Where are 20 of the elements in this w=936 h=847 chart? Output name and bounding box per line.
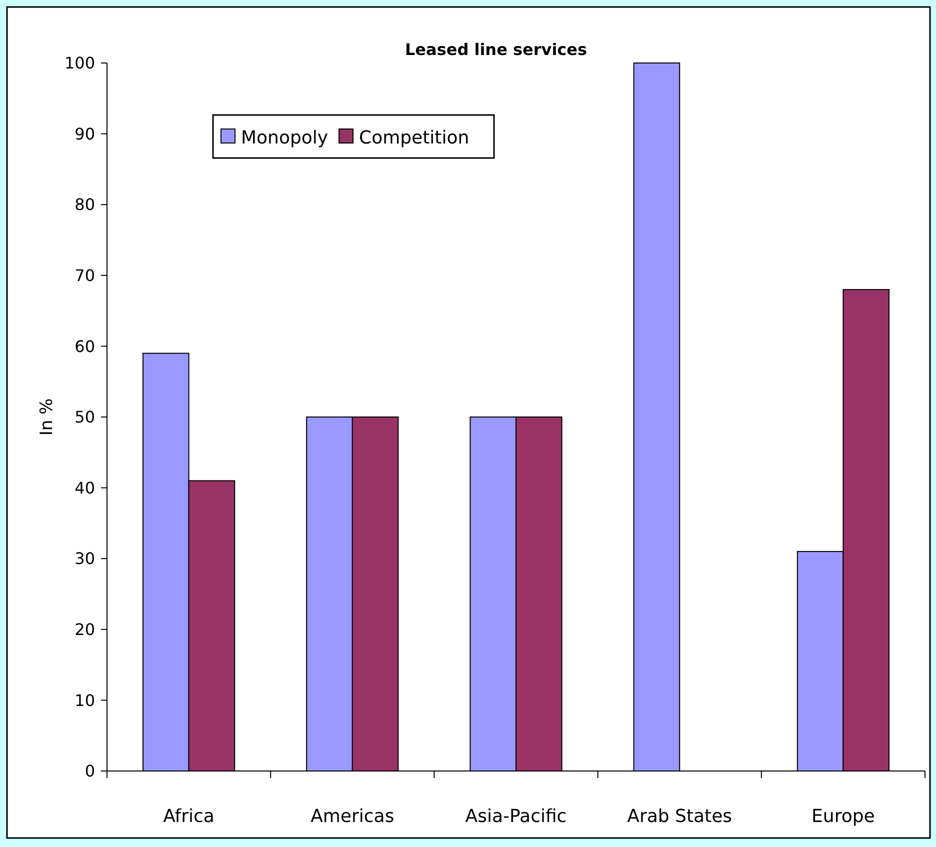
x-tick-label: Asia-Pacific	[465, 806, 567, 827]
y-tick-label: 100	[64, 54, 95, 73]
y-tick-label: 90	[74, 124, 95, 144]
chart-title: Leased line services	[404, 40, 588, 59]
y-tick-label: 40	[74, 478, 95, 498]
legend-label: Monopoly	[241, 127, 328, 148]
y-tick-label: 10	[74, 690, 95, 710]
x-tick-label: Arab States	[627, 806, 732, 827]
legend-label: Competition	[359, 127, 470, 148]
y-tick-label: 80	[74, 195, 95, 214]
y-tick-label: 0	[84, 762, 95, 781]
y-tick-label: 60	[74, 336, 95, 356]
y-axis-title: In %	[37, 398, 57, 436]
x-tick-label: Americas	[310, 806, 394, 827]
x-tick-label: Europe	[812, 806, 875, 827]
x-tick-label: Africa	[163, 806, 214, 827]
y-tick-label: 20	[74, 620, 95, 639]
y-tick-label: 70	[74, 266, 95, 285]
y-tick-label: 30	[74, 549, 95, 568]
y-tick-label: 50	[74, 408, 95, 427]
